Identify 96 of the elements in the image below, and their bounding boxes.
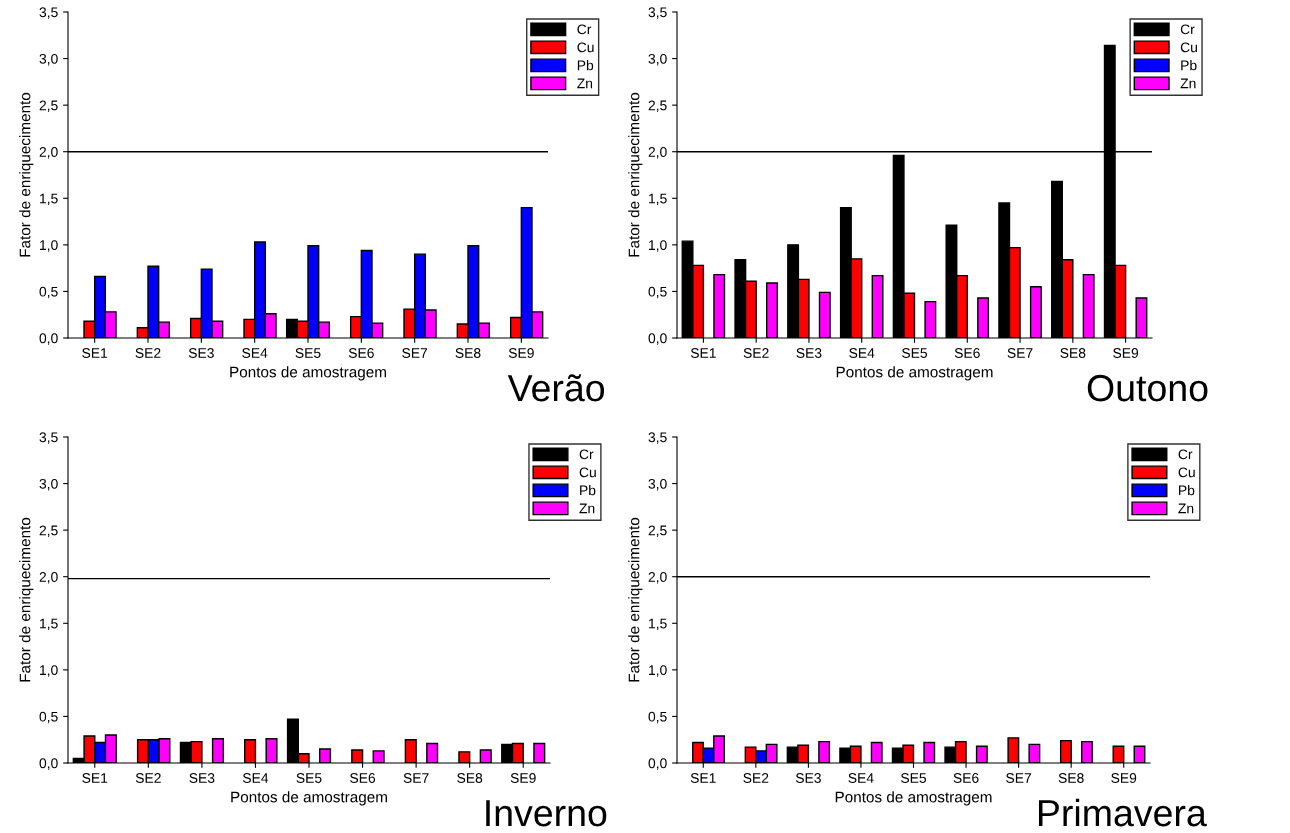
x-tick-label: SE3 bbox=[796, 348, 822, 358]
legend-label: Cu bbox=[579, 467, 596, 478]
text: Inverno bbox=[486, 800, 607, 827]
y-tick-label: 0,5 bbox=[39, 286, 58, 299]
legend-label: Pb bbox=[1181, 60, 1197, 71]
x-tick-label: SE4 bbox=[848, 773, 874, 783]
x-axis-title: Pontos de amostragem bbox=[835, 791, 992, 806]
y-tick-label: 0,5 bbox=[39, 711, 58, 724]
y-tick-label: 2,5 bbox=[39, 100, 58, 112]
x-tick-label: SE5 bbox=[901, 773, 927, 783]
legend-label: Zn bbox=[577, 78, 593, 89]
x-tick-label: SE8 bbox=[1060, 348, 1086, 358]
x-tick-label: SE3 bbox=[188, 348, 214, 358]
y-tick-label: 1,0 bbox=[40, 240, 58, 252]
y-tick-label: 1,0 bbox=[40, 665, 58, 677]
x-tick-label: SE7 bbox=[1006, 773, 1032, 783]
y-axis-title: Fator de enriquecimento bbox=[628, 517, 643, 682]
x-axis-title: Pontos de amostragem bbox=[230, 366, 386, 381]
x-tick-label: SE1 bbox=[82, 348, 108, 358]
y-axis-title: Fator de enriquecimento bbox=[19, 517, 34, 682]
x-tick-label: SE6 bbox=[348, 348, 374, 358]
x-tick-label: SE3 bbox=[189, 773, 215, 783]
text: Primavera bbox=[1038, 798, 1207, 827]
y-tick-label: 0,0 bbox=[39, 333, 58, 345]
x-tick-label: SE2 bbox=[743, 773, 769, 783]
x-axis-title: Pontos de amostragem bbox=[231, 791, 387, 806]
x-tick-label: SE6 bbox=[953, 773, 979, 783]
x-tick-label: SE5 bbox=[295, 348, 321, 358]
x-tick-label: SE4 bbox=[849, 348, 875, 358]
x-tick-label: SE6 bbox=[954, 348, 980, 358]
x-tick-label: SE8 bbox=[455, 348, 481, 358]
y-tick-label: 3,5 bbox=[39, 432, 58, 444]
x-tick-label: SE7 bbox=[402, 348, 428, 358]
legend-label: Cu bbox=[1178, 467, 1195, 478]
legend-label: Zn bbox=[1178, 503, 1194, 514]
text: Outono bbox=[1087, 374, 1208, 402]
legend-label: Pb bbox=[577, 60, 594, 71]
y-tick-label: 1,0 bbox=[649, 665, 667, 677]
y-tick-label: 0,0 bbox=[648, 758, 667, 770]
x-tick-label: SE9 bbox=[1113, 348, 1139, 358]
y-tick-label: 2,0 bbox=[39, 572, 58, 584]
y-tick-label: 0,0 bbox=[648, 333, 667, 345]
legend-label: Pb bbox=[1179, 485, 1195, 496]
x-tick-label: SE9 bbox=[510, 773, 536, 783]
y-tick-label: 1,5 bbox=[649, 193, 667, 206]
x-tick-label: SE8 bbox=[457, 773, 483, 783]
y-tick-label: 2,5 bbox=[648, 100, 667, 112]
y-tick-label: 3,0 bbox=[39, 53, 58, 66]
text: Verão bbox=[507, 374, 605, 402]
y-tick-label: 1,5 bbox=[649, 618, 667, 631]
x-tick-label: SE7 bbox=[403, 773, 429, 783]
x-tick-label: SE1 bbox=[82, 773, 108, 783]
y-tick-label: 2,0 bbox=[39, 147, 58, 159]
y-tick-label: 2,5 bbox=[648, 525, 667, 537]
x-tick-label: SE2 bbox=[135, 348, 161, 358]
x-tick-label: SE3 bbox=[795, 773, 821, 783]
y-axis-title: Fator de enriquecimento bbox=[19, 92, 34, 257]
legend-label: Cr bbox=[1180, 24, 1195, 35]
x-tick-label: SE1 bbox=[690, 773, 716, 783]
y-tick-label: 3,5 bbox=[648, 432, 667, 444]
legend-label: Cr bbox=[577, 24, 592, 35]
x-tick-label: SE5 bbox=[296, 773, 322, 783]
y-tick-label: 3,5 bbox=[648, 7, 667, 19]
y-tick-label: 3,0 bbox=[648, 53, 667, 66]
x-tick-label: SE5 bbox=[902, 348, 928, 358]
x-tick-label: SE7 bbox=[1007, 348, 1033, 358]
x-tick-label: SE2 bbox=[135, 773, 161, 783]
x-tick-label: SE4 bbox=[242, 348, 268, 358]
x-tick-label: SE9 bbox=[1111, 773, 1137, 783]
x-tick-label: SE8 bbox=[1058, 773, 1084, 783]
y-tick-label: 3,0 bbox=[39, 478, 58, 491]
y-tick-label: 2,5 bbox=[39, 525, 58, 537]
x-tick-label: SE6 bbox=[350, 773, 376, 783]
y-tick-label: 0,5 bbox=[648, 711, 667, 724]
y-tick-label: 3,0 bbox=[648, 478, 667, 491]
x-tick-label: SE9 bbox=[508, 348, 534, 358]
x-tick-label: SE2 bbox=[743, 348, 769, 358]
y-tick-label: 1,5 bbox=[40, 193, 58, 206]
y-tick-label: 0,5 bbox=[648, 286, 667, 299]
legend-label: Cr bbox=[1178, 449, 1193, 460]
legend-label: Cu bbox=[1180, 42, 1197, 53]
legend-label: Pb bbox=[580, 485, 596, 496]
y-tick-label: 1,5 bbox=[40, 618, 58, 631]
x-tick-label: SE1 bbox=[690, 348, 716, 358]
legend-label: Cu bbox=[577, 42, 594, 53]
y-tick-label: 2,0 bbox=[648, 147, 667, 159]
legend-label: Zn bbox=[579, 503, 595, 514]
x-axis-title: Pontos de amostragem bbox=[836, 366, 993, 381]
legend-label: Cr bbox=[579, 449, 594, 460]
y-tick-label: 3,5 bbox=[39, 7, 58, 19]
y-tick-label: 0,0 bbox=[39, 758, 58, 770]
legend-label: Zn bbox=[1180, 78, 1196, 89]
y-axis-title: Fator de enriquecimento bbox=[628, 92, 643, 257]
x-tick-label: SE4 bbox=[242, 773, 269, 783]
y-tick-label: 2,0 bbox=[648, 572, 667, 584]
y-tick-label: 1,0 bbox=[649, 240, 667, 252]
